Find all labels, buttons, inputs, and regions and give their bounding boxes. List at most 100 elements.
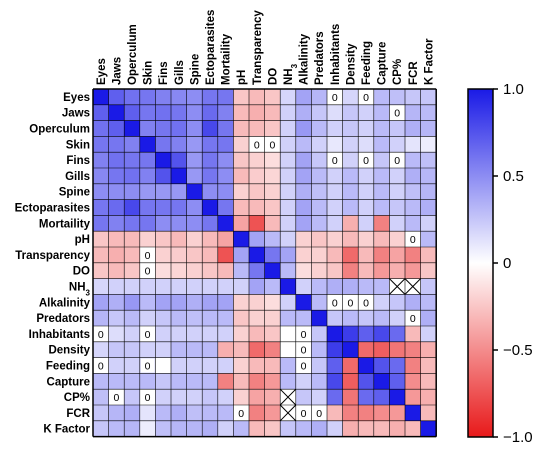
heatmap-cell-gills-ectoparasites [202, 168, 219, 185]
heatmap-cell-predators-mortaility [217, 310, 234, 327]
row-label-fcr: FCR [66, 408, 90, 420]
zero-cell-bg [296, 327, 311, 341]
heatmap-cell-alkalinity-jaws [108, 294, 125, 311]
heatmap-cell-cp-density [342, 389, 359, 406]
heatmap-cell-skin-operculum [124, 136, 141, 153]
column-label-jaws: Jaws [111, 57, 123, 85]
heatmap-cell-feeding-k-factor [420, 357, 437, 374]
heatmap-cell-capture-gills [171, 373, 187, 390]
row-label-spine: Spine [59, 187, 90, 199]
heatmap-cell-operculum-fins [155, 120, 172, 137]
heatmap-cell-gills-mortaility [217, 168, 234, 185]
heatmap-cell-gills-gills [171, 168, 187, 185]
heatmap-cell-do-nh3 [280, 262, 297, 279]
heatmap-cell-k-factor-k-factor [420, 420, 437, 437]
column-label-operculum: Operculum [127, 24, 139, 85]
heatmap-cell-predators-eyes [93, 310, 109, 327]
heatmap-cell-k-factor-gills [171, 420, 187, 437]
heatmap-cell-ph-fins [155, 231, 172, 248]
zero-label: 0 [394, 155, 400, 167]
heatmap-cell-inhabitants-fins [155, 326, 172, 343]
zero-label: 0 [145, 266, 151, 278]
heatmap-cell-feeding-nh3 [280, 357, 297, 374]
heatmap-cell-k-factor-alkalinity [295, 420, 312, 437]
heatmap-cell-inhabitants-nh3 [280, 326, 297, 343]
heatmap-cell-k-factor-inhabitants [327, 420, 343, 437]
heatmap-cell-inhabitants-feeding [358, 326, 375, 343]
heatmap-cell-jaws-fins [155, 104, 172, 121]
heatmap-cell-jaws-do [264, 104, 281, 121]
heatmap-cell-ph-density [342, 231, 359, 248]
heatmap-cell-predators-fins [155, 310, 172, 327]
heatmap-cell-gills-transparency [249, 168, 265, 185]
heatmap-cell-nh3-spine [186, 278, 203, 295]
zero-cell-bg [328, 153, 342, 167]
heatmap-cell-ph-feeding [358, 231, 375, 248]
heatmap-cell-spine-skin [139, 183, 156, 200]
heatmap-cell-cp-ectoparasites [202, 389, 219, 406]
heatmap-cell-feeding-density [342, 357, 359, 374]
heatmap-cell-fins-capture [373, 152, 390, 169]
heatmap-cell-ph-eyes [93, 231, 109, 248]
heatmap-cell-fcr-feeding [358, 405, 375, 422]
row-label-skin: Skin [66, 139, 90, 151]
heatmap-cell-eyes-mortaility [217, 89, 234, 106]
heatmap-cell-nh3-operculum [124, 278, 141, 295]
zero-cell-bg [250, 137, 264, 152]
heatmap-cell-capture-spine [186, 373, 203, 390]
heatmap-cell-eyes-skin [139, 89, 156, 106]
heatmap-cell-skin-spine [186, 136, 203, 153]
heatmap-cell-nh3-alkalinity [295, 278, 312, 295]
heatmap-cell-fins-eyes [93, 152, 109, 169]
heatmap-cell-ph-capture [373, 231, 390, 248]
heatmap-cell-cp-k-factor [420, 389, 437, 406]
heatmap-cell-fcr-spine [186, 405, 203, 422]
heatmap-cell-ph-spine [186, 231, 203, 248]
heatmap-cell-predators-spine [186, 310, 203, 327]
zero-cell-bg [406, 232, 420, 246]
heatmap-cell-k-factor-operculum [124, 420, 141, 437]
heatmap-cell-gills-operculum [124, 168, 141, 185]
heatmap-cell-feeding-ectoparasites [202, 357, 219, 374]
heatmap-cell-operculum-operculum [124, 120, 141, 137]
heatmap-cell-operculum-gills [171, 120, 187, 137]
heatmap-cell-gills-density [342, 168, 359, 185]
heatmap-cell-eyes-transparency [249, 89, 265, 106]
zero-cell-bg [390, 105, 404, 120]
heatmap-cell-feeding-predators [311, 357, 328, 374]
heatmap-cell-predators-feeding [358, 310, 375, 327]
zero-cell-bg [296, 358, 311, 373]
heatmap-cell-fcr-fcr [405, 405, 421, 422]
heatmap-cell-alkalinity-do [264, 294, 281, 311]
heatmap-cell-spine-fcr [405, 183, 421, 200]
heatmap-cell-ectoparasites-predators [311, 199, 328, 216]
heatmap-cell-nh3-transparency [249, 278, 265, 295]
heatmap-cell-fins-do [264, 152, 281, 169]
heatmap-cell-capture-mortaility [217, 373, 234, 390]
heatmap-cell-mortaility-operculum [124, 215, 141, 232]
heatmap-cell-jaws-skin [139, 104, 156, 121]
zero-cell-bg [109, 390, 124, 404]
heatmap-cell-fins-nh3 [280, 152, 297, 169]
zero-label: 0 [301, 345, 307, 357]
heatmap-cell-inhabitants-k-factor [420, 326, 437, 343]
heatmap-cell-skin-ectoparasites [202, 136, 219, 153]
heatmap-cell-jaws-spine [186, 104, 203, 121]
heatmap-cell-capture-eyes [93, 373, 109, 390]
heatmap-cell-eyes-nh3 [280, 89, 297, 106]
heatmap-cell-feeding-inhabitants [327, 357, 343, 374]
heatmap-cell-gills-eyes [93, 168, 109, 185]
zero-label: 0 [145, 361, 151, 373]
zero-label: 0 [332, 155, 338, 167]
row-label-capture: Capture [47, 376, 90, 388]
heatmap-cell-capture-nh3 [280, 373, 297, 390]
zero-label: 0 [363, 155, 369, 167]
heatmap-cell-transparency-ph [233, 247, 250, 264]
heatmap-cell-fins-transparency [249, 152, 265, 169]
row-label-gills: Gills [65, 171, 90, 183]
heatmap-cell-density-operculum [124, 341, 141, 358]
heatmap-cell-density-fins [155, 341, 172, 358]
heatmap-cell-spine-k-factor [420, 183, 437, 200]
heatmap-cell-do-feeding [358, 262, 375, 279]
heatmap-cell-capture-predators [311, 373, 328, 390]
